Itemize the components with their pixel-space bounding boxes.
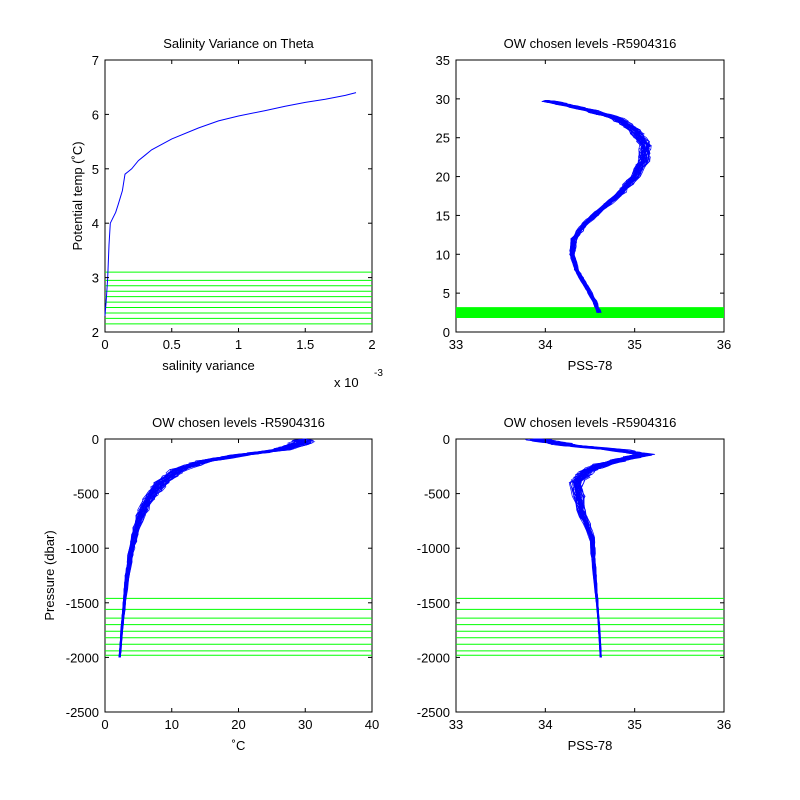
y-tick-label: 6 — [92, 107, 99, 122]
y-tick-label: -2500 — [66, 705, 99, 720]
x-tick-label: 33 — [449, 717, 463, 732]
panel-temperature-pressure: 0 10 20 30 40 -2500 -2000 -1500 -1000 -500 0 OW ch… — [42, 415, 379, 753]
y-tick-label: 0 — [92, 432, 99, 447]
y-tick-label: 7 — [92, 53, 99, 68]
x-tick-label: 30 — [298, 717, 312, 732]
data-lines — [118, 438, 316, 658]
chosen-levels — [105, 597, 372, 656]
profile-line — [541, 100, 643, 313]
y-tick-label: 15 — [436, 208, 450, 223]
y-tick-label: 25 — [436, 131, 450, 146]
profile-line — [529, 438, 638, 658]
axes-frame — [455, 59, 725, 333]
y-tick-label: 5 — [92, 162, 99, 177]
x-axis-label: PSS-78 — [568, 738, 613, 753]
data-lines — [541, 100, 652, 313]
chart-title: OW chosen levels -R5904316 — [504, 36, 677, 51]
chosen-levels — [456, 307, 724, 318]
variance-line — [104, 92, 357, 316]
chosen-levels — [456, 597, 724, 656]
y-tick-label: -2000 — [417, 650, 450, 665]
x-tick-label: 20 — [231, 717, 245, 732]
profile-line — [536, 438, 651, 658]
y-axis-label: Pressure (dbar) — [42, 530, 57, 620]
y-tick-label: -2500 — [417, 705, 450, 720]
x-axis-label: salinity variance — [162, 358, 255, 373]
profile-line — [543, 100, 645, 313]
x-tick-label: 40 — [365, 717, 379, 732]
profile-line — [119, 438, 309, 658]
y-tick-label: -2000 — [66, 650, 99, 665]
profile-line — [541, 100, 642, 313]
profile-line — [545, 100, 645, 313]
chart-title: Salinity Variance on Theta — [163, 36, 314, 51]
y-tick-label: -500 — [424, 487, 450, 502]
x-tick-label: 10 — [165, 717, 179, 732]
y-tick-label: 20 — [436, 170, 450, 185]
data-lines — [104, 92, 357, 316]
x-tick-label: 35 — [627, 337, 641, 352]
axes-frame — [104, 438, 373, 713]
y-tick-label: 30 — [436, 92, 450, 107]
y-axis-label: Potential temp (˚C) — [70, 141, 85, 250]
y-tick-label: -1500 — [66, 596, 99, 611]
y-tick-label: 2 — [92, 325, 99, 340]
chart-title: OW chosen levels -R5904316 — [504, 415, 677, 430]
y-tick-label: -1000 — [417, 541, 450, 556]
profile-line — [536, 438, 644, 658]
y-tick-label: 3 — [92, 271, 99, 286]
x-tick-label: 33 — [449, 337, 463, 352]
y-tick-label: 10 — [436, 247, 450, 262]
panel-salinity-pressure: 33 34 35 36 -2500 -2000 -1500 -1000 -500 0 OW cho… — [417, 415, 731, 753]
x-tick-label: 36 — [717, 337, 731, 352]
x-axis-label: ˚C — [232, 738, 246, 753]
profile-line — [524, 438, 637, 658]
axis-ticks: 0 10 20 30 40 -2500 -2000 -1500 -1000 -500 0 — [66, 432, 379, 732]
x-axis-label: PSS-78 — [568, 358, 613, 373]
axis-ticks: 0 0.5 1 1.5 2 2 3 4 5 6 7 — [92, 53, 376, 352]
x-tick-label: 1 — [235, 337, 242, 352]
x-tick-label: 34 — [538, 337, 552, 352]
panel-salinity-variance: 0 0.5 1 1.5 2 2 3 4 5 6 7 Salinity Variance on The… — [70, 36, 383, 390]
x-tick-label: 0 — [101, 717, 108, 732]
y-tick-label: 0 — [443, 325, 450, 340]
x-tick-label: 1.5 — [296, 337, 314, 352]
profile-line — [545, 100, 651, 313]
x-tick-label: 0 — [101, 337, 108, 352]
y-tick-label: 5 — [443, 286, 450, 301]
profile-line — [545, 100, 645, 313]
x-tick-label: 0.5 — [163, 337, 181, 352]
y-tick-label: 35 — [436, 53, 450, 68]
profile-line — [545, 100, 645, 313]
axes-frame — [455, 438, 725, 713]
y-tick-label: 0 — [443, 432, 450, 447]
profile-line — [541, 100, 645, 313]
profile-line — [118, 438, 306, 658]
y-tick-label: -1500 — [417, 596, 450, 611]
profile-line — [545, 100, 649, 313]
axis-ticks: 33 34 35 36 0 5 10 15 20 25 30 35 — [436, 53, 732, 352]
y-tick-label: -500 — [73, 487, 99, 502]
y-tick-label: -1000 — [66, 541, 99, 556]
profile-line — [545, 100, 644, 313]
x-tick-label: 35 — [627, 717, 641, 732]
x-tick-label: 2 — [368, 337, 375, 352]
profile-line — [544, 100, 644, 313]
data-lines — [524, 438, 656, 658]
chosen-levels — [105, 271, 372, 325]
x-axis-multiplier: x 10 — [334, 375, 359, 390]
y-tick-label: 4 — [92, 216, 99, 231]
panel-salinity-theta: 33 34 35 36 0 5 10 15 20 25 30 35 OW chosen levels … — [436, 36, 732, 373]
chart-title: OW chosen levels -R5904316 — [152, 415, 325, 430]
x-tick-label: 34 — [538, 717, 552, 732]
x-axis-exponent: -3 — [374, 368, 383, 379]
x-tick-label: 36 — [717, 717, 731, 732]
axis-ticks: 33 34 35 36 -2500 -2000 -1500 -1000 -500 0 — [417, 432, 731, 732]
